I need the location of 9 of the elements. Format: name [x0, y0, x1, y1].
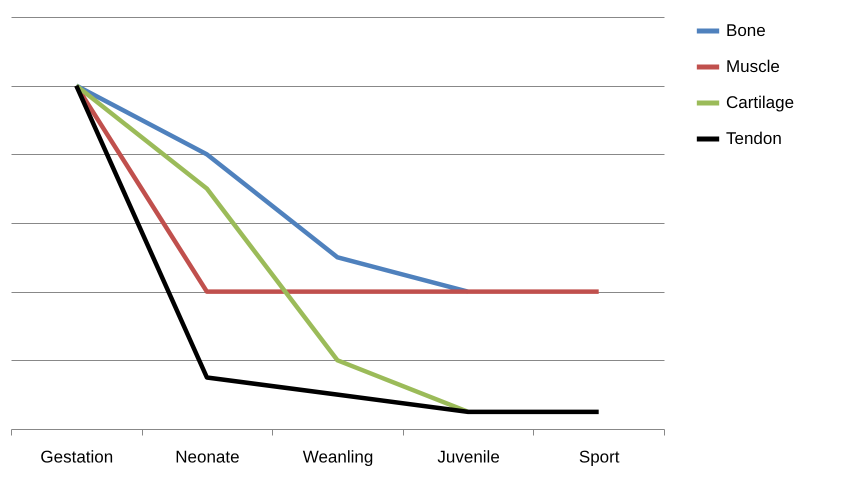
x-tick-label: Sport [578, 448, 620, 466]
x-tick-label: Weanling [302, 448, 374, 466]
legend-label: Muscle [726, 57, 780, 76]
x-tick-label: Gestation [40, 448, 114, 466]
legend-label: Bone [726, 21, 766, 40]
legend-label: Cartilage [726, 93, 794, 112]
x-tick-label: Neonate [175, 448, 240, 466]
legend-label: Tendon [726, 129, 782, 148]
x-tick-label: Juvenile [437, 448, 500, 466]
